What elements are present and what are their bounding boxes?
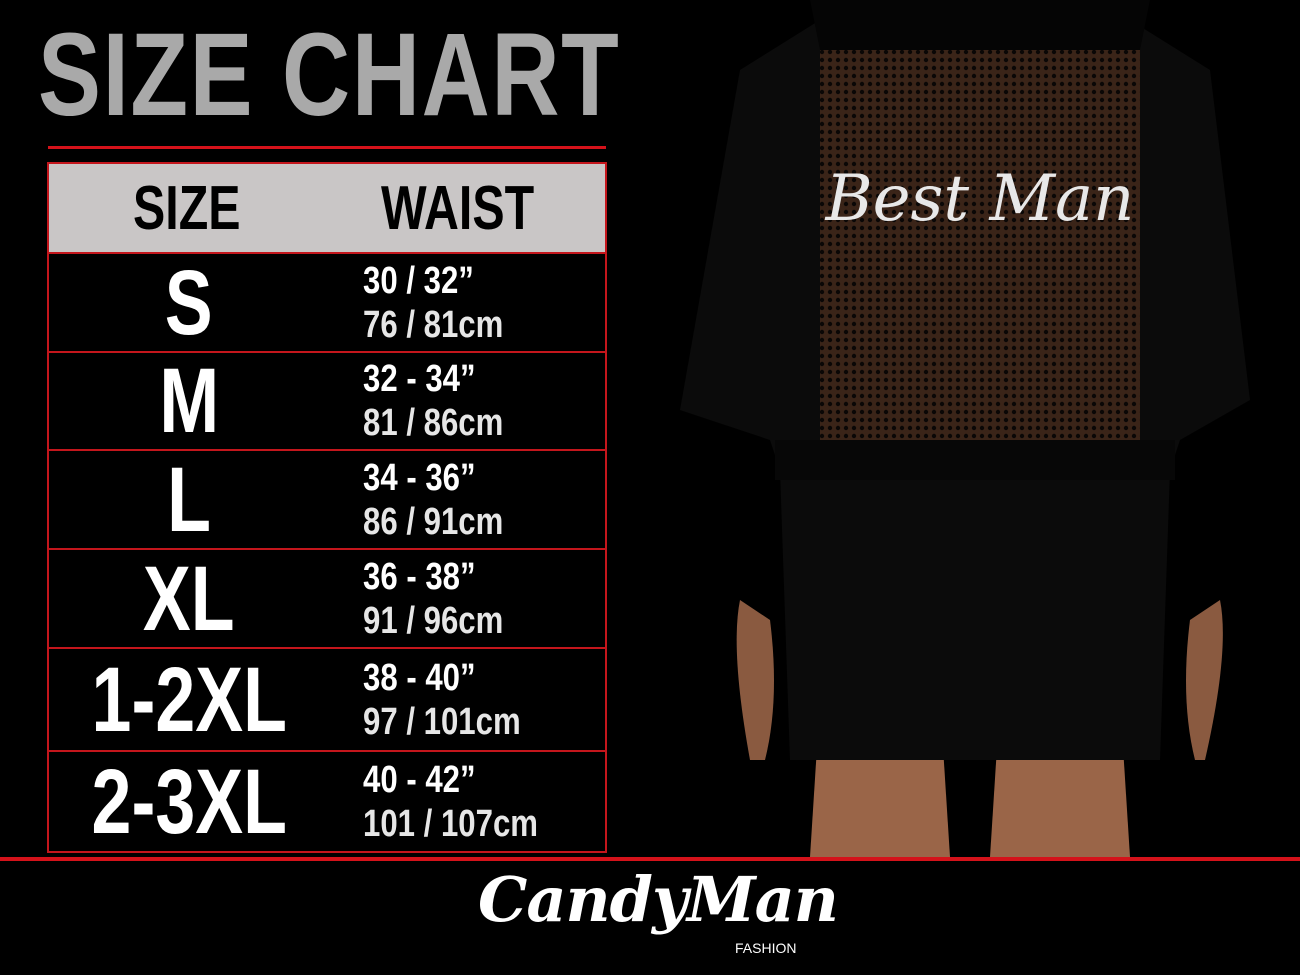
title-divider [48,146,606,149]
waist-cell: 36 - 38” 91 / 96cm [363,555,503,643]
table-row: S 30 / 32” 76 / 81cm [49,254,605,353]
waist-cm: 86 / 91cm [363,500,504,543]
waist-inches: 36 - 38” [363,555,476,598]
waist-cm: 76 / 81cm [363,303,504,346]
page-title: SIZE CHART [38,9,621,141]
table-row: M 32 - 34” 81 / 86cm [49,353,605,451]
size-value: 2-3XL [91,750,287,853]
size-label: 2-3XL [49,756,329,848]
product-photo: Best Man [680,0,1250,857]
size-value: L [167,448,211,551]
size-label: L [49,454,329,546]
waist-cm: 97 / 101cm [363,700,521,743]
table-row: 2-3XL 40 - 42” 101 / 107cm [49,752,605,851]
waist-inches: 30 / 32” [363,259,474,302]
header-waist: WAIST [381,173,535,243]
size-table: SIZE WAIST S 30 / 32” 76 / 81cm M 32 - 34”… [47,162,607,853]
waist-inches: 32 - 34” [363,358,476,400]
size-value: M [159,350,219,452]
robe-print: Best Man [825,162,1135,236]
size-label: S [49,257,329,349]
size-label: XL [49,553,329,645]
size-label: M [49,355,329,447]
brand-logo: CandyMan [478,863,839,936]
waist-cm: 91 / 96cm [363,599,504,642]
brand-sub: FASHION [735,940,797,956]
waist-cell: 38 - 40” 97 / 101cm [363,656,521,744]
size-value: S [165,251,213,354]
waist-inches: 34 - 36” [363,456,476,499]
waist-cell: 34 - 36” 86 / 91cm [363,456,503,544]
size-value: XL [143,547,235,650]
header-size: SIZE [133,173,241,243]
waist-cell: 30 / 32” 76 / 81cm [363,259,503,347]
waist-cell: 32 - 34” 81 / 86cm [363,357,503,445]
size-label: 1-2XL [49,654,329,746]
waist-inches: 38 - 40” [363,656,476,699]
waist-cm: 101 / 107cm [363,802,538,845]
waist-cell: 40 - 42” 101 / 107cm [363,758,538,846]
waist-inches: 40 - 42” [363,758,476,801]
size-value: 1-2XL [91,648,287,751]
table-row: 1-2XL 38 - 40” 97 / 101cm [49,649,605,752]
table-row: L 34 - 36” 86 / 91cm [49,451,605,550]
footer-divider [0,857,1300,861]
table-header: SIZE WAIST [49,164,605,254]
table-row: XL 36 - 38” 91 / 96cm [49,550,605,649]
waist-cm: 81 / 86cm [363,402,504,444]
